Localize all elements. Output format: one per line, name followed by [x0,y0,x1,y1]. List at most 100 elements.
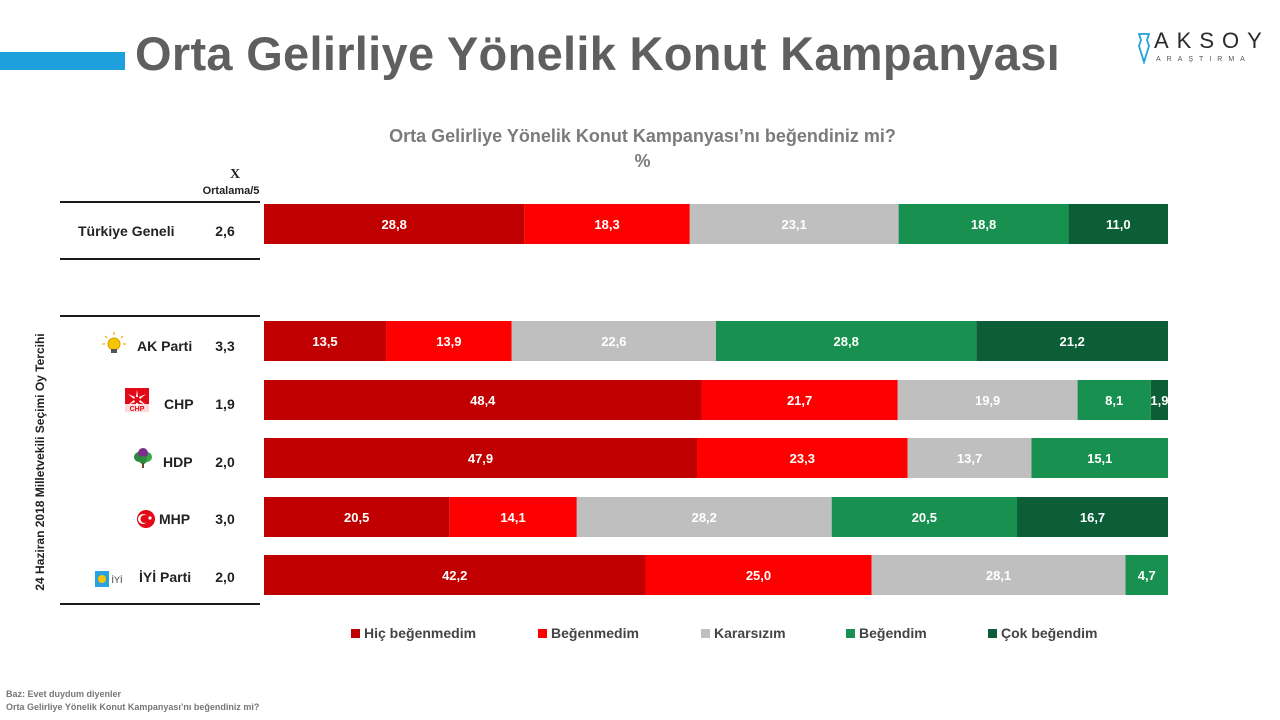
bar-segment-ak-parti-begendim [716,321,977,361]
data-label-i-yi-parti-begenmedim: 25,0 [746,568,771,583]
bar-segment-chp-begenmedim [701,380,898,420]
company-logo: AKSOY ARAŞTIRMA [1138,28,1263,68]
legend-swatch-cok-begendim [988,628,997,638]
data-label-i-yi-parti-begendim: 4,7 [1138,568,1156,583]
legend-item-kararsizim: Kararsızım [701,625,786,641]
legend-swatch-begendim [846,628,855,638]
data-label-ak-parti-begendim: 28,8 [834,334,859,349]
legend-item-cok-begendim: Çok beğendim [988,625,1097,641]
legend-label-begenmedim: Beğenmedim [551,625,639,641]
data-label-mhp-cok-begendim: 16,7 [1080,510,1105,525]
bar-segment-turkiye-geneli-cok-begendim [1068,204,1168,244]
lightbulb-icon [102,332,126,353]
data-label-mhp-begenmedim: 14,1 [500,510,525,525]
legend-label-kararsizim: Kararsızım [714,625,786,641]
row-mean-akparti: 3,3 [215,338,235,354]
bar-segment-mhp-hic-begenmedim [264,497,450,537]
data-label-turkiye-geneli-begendim: 18,8 [971,217,996,232]
bar-segment-turkiye-geneli-begendim [898,204,1069,244]
row-label-mhp: MHP [159,511,191,527]
data-label-ak-parti-kararsizim: 22,6 [601,334,626,349]
bar-segment-chp-cok-begendim [1150,380,1168,420]
tree-icon [134,448,152,468]
mean-header-label: Ortalama/5 [202,185,260,197]
row-label-iyi: İYİ Parti [139,569,192,585]
row-label-akparti: AK Parti [137,338,193,354]
legend-label-hic-begenmedim: Hiç beğenmedim [364,625,477,641]
data-label-hdp-begendim: 15,1 [1087,451,1112,466]
data-label-ak-parti-hic-begenmedim: 13,5 [312,334,337,349]
bar-segment-i-yi-parti-kararsizim [871,555,1126,595]
data-label-turkiye-geneli-kararsizim: 23,1 [782,217,807,232]
six-arrows-icon: CHP [125,388,149,413]
data-label-i-yi-parti-kararsizim: 28,1 [986,568,1011,583]
data-label-chp-begenmedim: 21,7 [787,393,812,408]
bar-segment-turkiye-geneli-begenmedim [524,204,690,244]
bar-segment-ak-parti-kararsizim [511,321,716,361]
bar-segment-i-yi-parti-begendim [1125,555,1168,595]
legend-item-hic-begenmedim: Hiç beğenmedim [351,625,476,641]
svg-text:CHP: CHP [130,406,145,413]
bar-segment-chp-hic-begenmedim [264,380,702,420]
legend-label-cok-begendim: Çok beğendim [1001,625,1098,641]
legend-swatch-begenmedim [538,628,547,638]
bar-segment-mhp-begenmedim [449,497,577,537]
data-label-mhp-begendim: 20,5 [912,510,937,525]
row-mean-turkiye: 2,6 [215,223,235,239]
table-rule-bottom [60,603,260,605]
data-label-hdp-kararsizim: 13,7 [957,451,982,466]
bar-segment-turkiye-geneli-kararsizim [689,204,899,244]
chart-unit: % [634,151,651,171]
bar-segment-hdp-hic-begenmedim [264,438,698,478]
svg-text:İYİ: İYİ [111,575,122,585]
row-label-hdp: HDP [163,454,193,470]
chart-title: Orta Gelirliye Yönelik Konut Kampanyası’… [389,126,896,146]
bar-segment-chp-begendim [1077,380,1151,420]
chart-legend: Hiç beğenmedim Beğenmedim Kararsızım Beğ… [0,625,1280,645]
page-title: Orta Gelirliye Yönelik Konut Kampanyası [135,27,1061,80]
bar-segment-mhp-kararsizim [576,497,832,537]
row-mean-mhp: 3,0 [215,511,235,527]
bar-segment-mhp-begendim [831,497,1018,537]
bar-segment-chp-kararsizim [897,380,1078,420]
mean-header-symbol: X [229,167,241,182]
legend-swatch-kararsizim [701,628,710,638]
legend-label-begendim: Beğendim [859,625,927,641]
bar-segment-hdp-begenmedim [697,438,908,478]
data-label-chp-hic-begenmedim: 48,4 [470,393,496,408]
bar-segment-mhp-cok-begendim [1017,497,1168,537]
data-label-ak-parti-begenmedim: 13,9 [436,334,461,349]
crescent-icon [137,510,155,528]
logo-word: AKSOY [1154,28,1270,53]
row-label-turkiye: Türkiye Geneli [78,223,175,239]
data-label-i-yi-parti-hic-begenmedim: 42,2 [442,568,467,583]
data-label-turkiye-geneli-hic-begenmedim: 28,8 [382,217,407,232]
bar-segment-ak-parti-begenmedim [386,321,512,361]
legend-item-begenmedim: Beğenmedim [538,625,639,641]
data-label-chp-cok-begendim: 1,9 [1150,393,1168,408]
data-label-mhp-hic-begenmedim: 20,5 [344,510,369,525]
table-rule-overall [60,258,260,260]
bar-segment-i-yi-parti-hic-begenmedim [264,555,646,595]
data-label-mhp-kararsizim: 28,2 [692,510,717,525]
sun-icon: İYİ [95,571,123,587]
data-label-turkiye-geneli-cok-begendim: 11,0 [1106,217,1131,232]
data-label-turkiye-geneli-begenmedim: 18,3 [594,217,619,232]
bar-segment-ak-parti-hic-begenmedim [264,321,387,361]
bar-segment-hdp-kararsizim [907,438,1032,478]
bar-segment-ak-parti-cok-begendim [976,321,1168,361]
data-label-chp-begendim: 8,1 [1105,393,1123,408]
legend-swatch-hic-begenmedim [351,628,360,638]
bar-segment-i-yi-parti-begenmedim [645,555,872,595]
data-label-chp-kararsizim: 19,9 [975,393,1000,408]
data-label-hdp-begenmedim: 23,3 [790,451,815,466]
data-label-ak-parti-cok-begendim: 21,2 [1060,334,1085,349]
footnote-question: Orta Gelirliye Yönelik Konut Kampanyası’… [6,702,260,712]
logo-mark-icon [1138,33,1150,64]
table-rule-parties-top [60,315,260,317]
table-rule-top [60,201,260,203]
bar-segment-hdp-begendim [1031,438,1168,478]
row-mean-hdp: 2,0 [215,454,235,470]
logo-subtext: ARAŞTIRMA [1156,56,1251,63]
